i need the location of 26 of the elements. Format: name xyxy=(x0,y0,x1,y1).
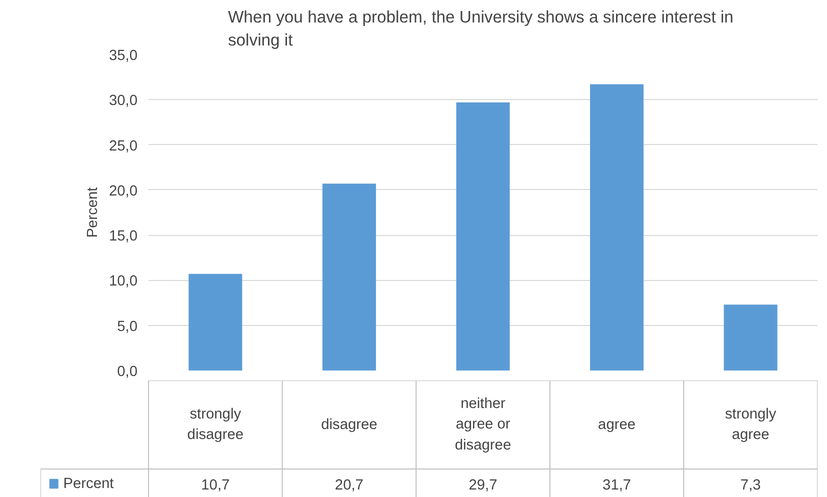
bar xyxy=(724,304,778,370)
y-tick-label: 35,0 xyxy=(108,48,138,64)
bar xyxy=(322,184,376,370)
bar xyxy=(188,274,242,370)
legend-label: Percent xyxy=(63,476,114,492)
x-tick-label: strongly disagree xyxy=(187,406,244,444)
data-label: 20,7 xyxy=(334,477,364,494)
bar xyxy=(456,102,510,370)
x-tick-label: agree xyxy=(598,416,636,433)
y-tick-label: 5,0 xyxy=(117,318,138,335)
x-tick-label: strongly agree xyxy=(724,406,777,444)
y-tick-label: 25,0 xyxy=(108,138,138,154)
y-tick-label: 10,0 xyxy=(108,274,138,290)
x-tick-label: neither agree or disagree xyxy=(454,396,512,454)
data-label: 10,7 xyxy=(201,477,230,494)
x-tick-label: disagree xyxy=(321,416,378,433)
data-label: 29,7 xyxy=(468,477,498,494)
y-tick-label: 20,0 xyxy=(108,183,138,200)
data-label: 7,3 xyxy=(740,477,761,494)
y-tick-label: 30,0 xyxy=(108,93,138,110)
y-tick-label: 15,0 xyxy=(108,228,138,245)
y-axis-title: Percent xyxy=(84,187,101,238)
y-tick-label: 0,0 xyxy=(117,364,138,380)
bar xyxy=(590,84,644,370)
chart-title: When you have a problem, the University shows a sincere interest in solving it xyxy=(228,8,734,50)
data-label: 31,7 xyxy=(602,477,632,494)
